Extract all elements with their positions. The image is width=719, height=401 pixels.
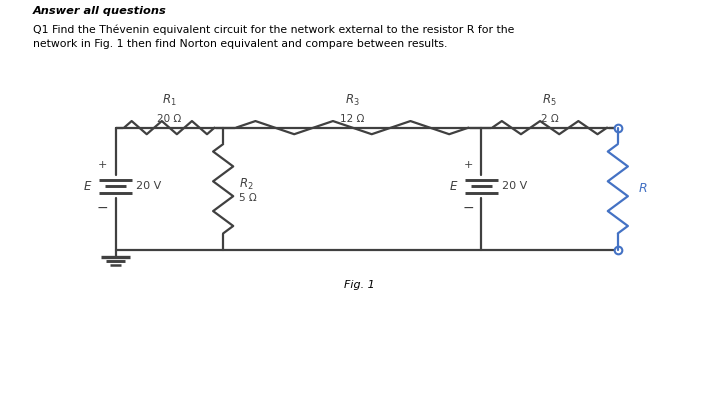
Text: Fig. 1: Fig. 1 xyxy=(344,280,375,290)
Text: Q1 Find the Thévenin equivalent circuit for the network external to the resistor: Q1 Find the Thévenin equivalent circuit … xyxy=(33,24,514,49)
Text: −: − xyxy=(463,200,475,215)
Text: −: − xyxy=(97,200,109,215)
Text: $R$: $R$ xyxy=(638,182,647,195)
Text: 20 V: 20 V xyxy=(136,181,161,191)
Text: 20 Ω: 20 Ω xyxy=(157,114,181,124)
Text: 20 V: 20 V xyxy=(502,181,527,191)
Text: $R_5$: $R_5$ xyxy=(542,93,557,108)
Text: $E$: $E$ xyxy=(449,180,459,193)
Text: +: + xyxy=(464,160,473,170)
Text: 12 Ω: 12 Ω xyxy=(340,114,365,124)
Text: $E$: $E$ xyxy=(83,180,93,193)
Text: +: + xyxy=(98,160,107,170)
Text: $R_2$: $R_2$ xyxy=(239,176,254,192)
Text: $R_3$: $R_3$ xyxy=(345,93,360,108)
Text: Answer all questions: Answer all questions xyxy=(33,6,167,16)
Text: 5 Ω: 5 Ω xyxy=(239,193,257,203)
Text: 2 Ω: 2 Ω xyxy=(541,114,559,124)
Text: $R_1$: $R_1$ xyxy=(162,93,177,108)
